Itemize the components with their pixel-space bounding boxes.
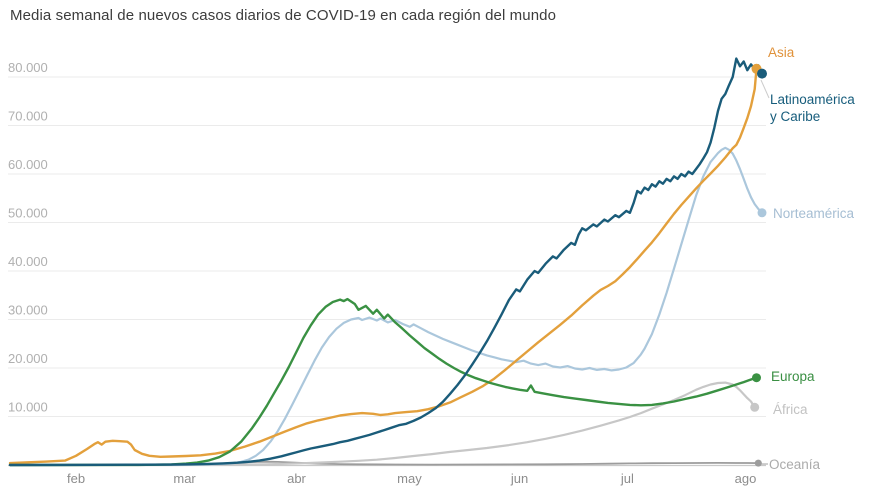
y-axis-label: 40.000 xyxy=(8,254,48,269)
x-axis-label: may xyxy=(397,471,422,486)
series-line-africa xyxy=(8,381,756,467)
x-axis-label: ago xyxy=(735,471,757,486)
chart-title: Media semanal de nuevos casos diarios de… xyxy=(10,7,557,24)
x-axis-label: jul xyxy=(620,471,634,486)
y-axis-label: 50.000 xyxy=(8,206,48,221)
y-axis-label: 80.000 xyxy=(8,60,48,75)
series-line-norteamerica xyxy=(8,146,764,467)
series-label-africa: África xyxy=(773,402,808,417)
series-line-asia xyxy=(8,67,758,465)
series-label-europa: Europa xyxy=(771,369,815,384)
series-line-latam xyxy=(8,57,764,467)
y-axis-label: 60.000 xyxy=(8,157,48,172)
x-axis-label: jun xyxy=(510,471,528,486)
series-endpoint-africa xyxy=(750,402,760,412)
series-label-latam: y Caribe xyxy=(770,109,820,124)
x-axis-label: abr xyxy=(287,471,306,486)
series-endpoint-norteamerica xyxy=(757,208,767,218)
series-label-oceania: Oceanía xyxy=(769,457,821,472)
x-axis-label: feb xyxy=(67,471,85,486)
y-axis-label: 20.000 xyxy=(8,351,48,366)
y-axis-label: 10.000 xyxy=(8,400,48,415)
series-label-latam: Latinoamérica xyxy=(770,92,855,107)
latam-leader xyxy=(760,79,770,99)
series-label-asia: Asia xyxy=(768,45,795,60)
y-axis-label: 30.000 xyxy=(8,303,48,318)
x-axis-label: mar xyxy=(173,471,196,486)
series-endpoint-oceania xyxy=(754,459,762,467)
series-line-europa xyxy=(8,297,758,467)
y-axis-label: 70.000 xyxy=(8,109,48,124)
series-endpoint-latam xyxy=(757,68,767,79)
series-label-norteamerica: Norteamérica xyxy=(773,206,855,221)
series-endpoint-europa xyxy=(752,373,761,383)
